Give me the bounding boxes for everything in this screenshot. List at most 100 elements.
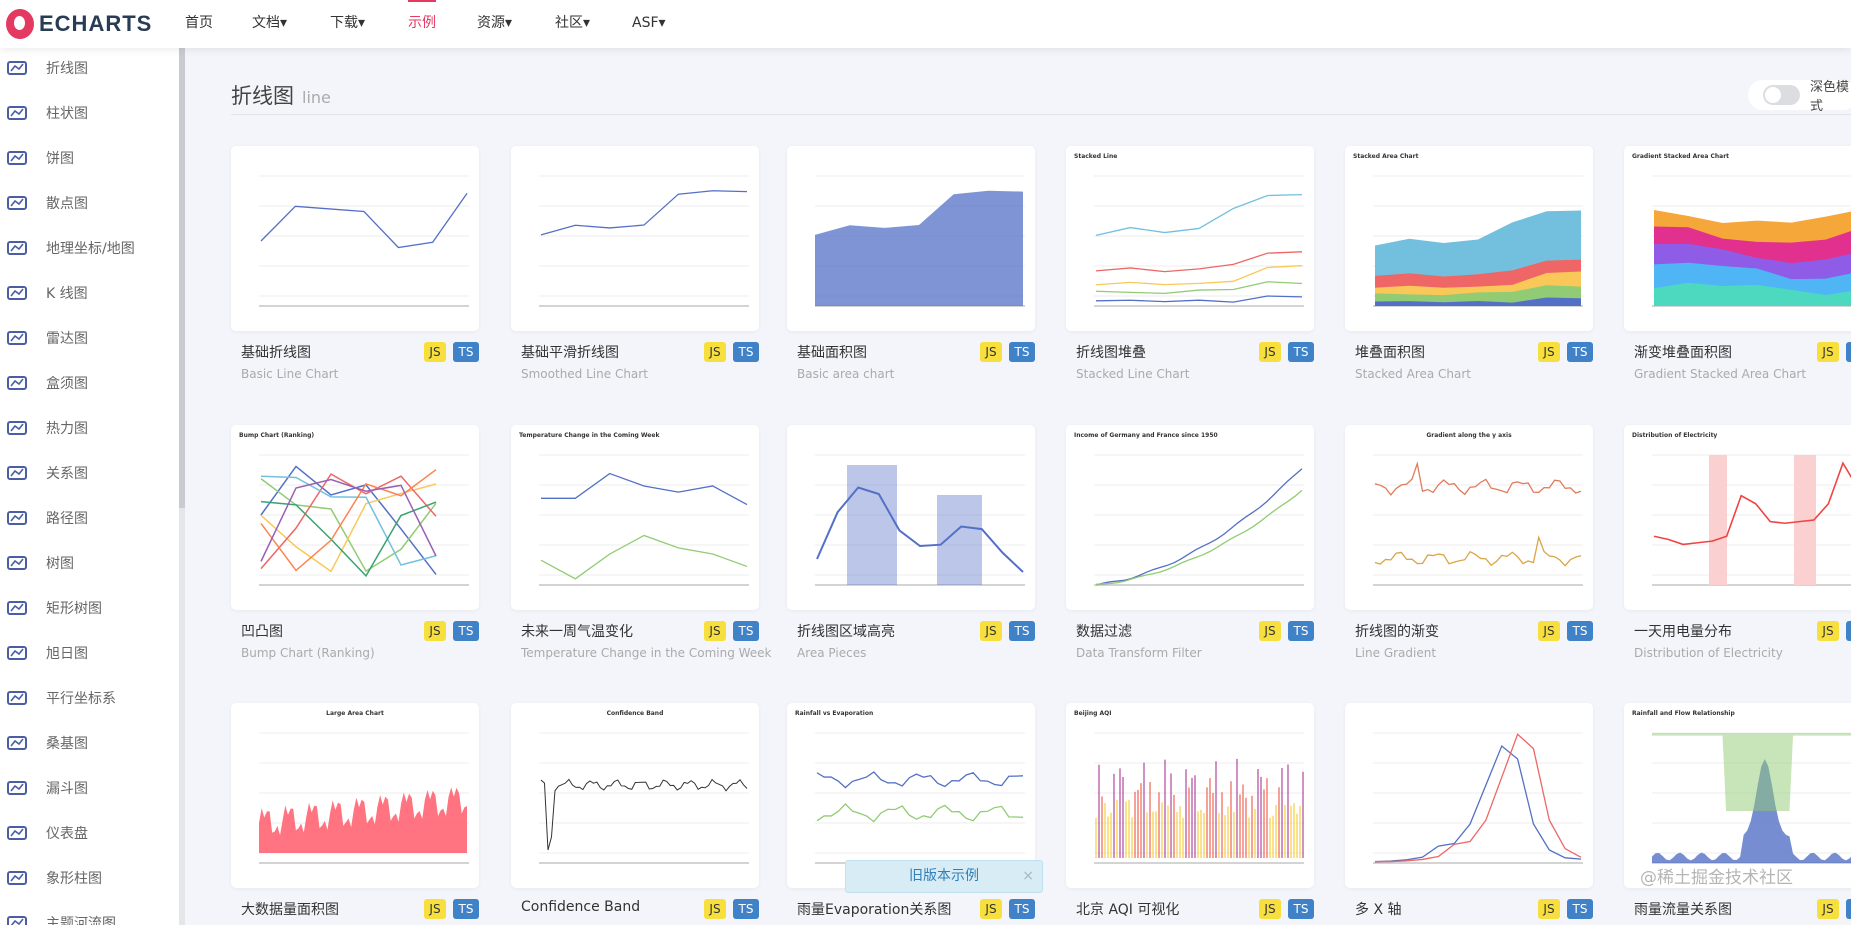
- js-badge[interactable]: JS: [1538, 621, 1560, 641]
- old-version-link[interactable]: 旧版本示例: [909, 868, 979, 884]
- js-badge[interactable]: JS: [1538, 899, 1560, 919]
- js-badge[interactable]: JS: [1817, 342, 1839, 362]
- example-card[interactable]: Distribution of Electricity 一天用电量分布 Distri…: [1624, 425, 1851, 660]
- example-card[interactable]: Stacked Line 折线图堆叠 Stacked Line Chart JS TS: [1066, 146, 1314, 381]
- example-title[interactable]: 雨量流量关系图: [1634, 902, 1732, 918]
- example-card[interactable]: Income of Germany and France since 1950 数…: [1066, 425, 1314, 660]
- ts-badge[interactable]: TS: [733, 342, 759, 362]
- old-version-toast[interactable]: 旧版本示例 ×: [845, 860, 1043, 893]
- nav-item[interactable]: 资源▾: [477, 15, 513, 31]
- example-card[interactable]: Bump Chart (Ranking) 凹凸图 Bump Chart (Ranki…: [231, 425, 479, 660]
- example-card[interactable]: Stacked Area Chart 堆叠面积图 Stacked Area Char…: [1345, 146, 1593, 381]
- example-thumbnail[interactable]: [787, 425, 1035, 610]
- sidebar-item[interactable]: 象形柱图: [6, 866, 102, 890]
- nav-item[interactable]: 示例: [408, 0, 436, 48]
- example-thumbnail[interactable]: Income of Germany and France since 1950: [1066, 425, 1314, 610]
- example-title[interactable]: 未来一周气温变化: [521, 624, 633, 640]
- example-title[interactable]: 数据过滤: [1076, 624, 1132, 640]
- example-title[interactable]: 折线图的渐变: [1355, 624, 1439, 640]
- sidebar-item[interactable]: 地理坐标/地图: [6, 236, 135, 260]
- toggle-switch[interactable]: [1763, 85, 1800, 105]
- sidebar-item[interactable]: 盒须图: [6, 371, 88, 395]
- sidebar-item[interactable]: 主题河流图: [6, 911, 116, 925]
- example-thumbnail[interactable]: Stacked Area Chart: [1345, 146, 1593, 331]
- ts-badge[interactable]: TS: [1288, 621, 1314, 641]
- js-badge[interactable]: JS: [1817, 621, 1839, 641]
- ts-badge[interactable]: TS: [1567, 342, 1593, 362]
- js-badge[interactable]: JS: [1259, 621, 1281, 641]
- example-card[interactable]: Confidence Band Confidence Band JS TS: [511, 703, 759, 919]
- example-thumbnail[interactable]: Distribution of Electricity: [1624, 425, 1851, 610]
- example-title[interactable]: Confidence Band: [521, 899, 641, 915]
- js-badge[interactable]: JS: [704, 342, 726, 362]
- example-title[interactable]: 大数据量面积图: [241, 902, 339, 918]
- ts-badge[interactable]: TS: [1846, 621, 1851, 641]
- example-card[interactable]: Large Area Chart 大数据量面积图 JS TS: [231, 703, 479, 919]
- example-card[interactable]: Beijing AQI 北京 AQI 可视化 JS TS: [1066, 703, 1314, 919]
- ts-badge[interactable]: TS: [733, 899, 759, 919]
- example-card[interactable]: 基础折线图 Basic Line Chart JS TS: [231, 146, 479, 381]
- example-thumbnail[interactable]: Beijing AQI: [1066, 703, 1314, 888]
- example-title[interactable]: 折线图堆叠: [1076, 345, 1146, 361]
- js-badge[interactable]: JS: [424, 621, 446, 641]
- sidebar-item[interactable]: 漏斗图: [6, 776, 88, 800]
- nav-item[interactable]: 首页: [185, 15, 213, 31]
- example-title[interactable]: 堆叠面积图: [1355, 345, 1425, 361]
- sidebar-item[interactable]: 路径图: [6, 506, 88, 530]
- sidebar-item[interactable]: 仪表盘: [6, 821, 88, 845]
- example-card[interactable]: 基础平滑折线图 Smoothed Line Chart JS TS: [511, 146, 759, 381]
- js-badge[interactable]: JS: [1538, 342, 1560, 362]
- ts-badge[interactable]: TS: [453, 621, 479, 641]
- example-title[interactable]: 凹凸图: [241, 624, 283, 640]
- ts-badge[interactable]: TS: [453, 342, 479, 362]
- example-thumbnail[interactable]: Gradient along the y axis: [1345, 425, 1593, 610]
- example-thumbnail[interactable]: Rainfall vs Evaporation: [787, 703, 1035, 888]
- example-card[interactable]: 折线图区域高亮 Area Pieces JS TS: [787, 425, 1035, 660]
- example-card[interactable]: Gradient Stacked Area Chart 渐变堆叠面积图 Gradie…: [1624, 146, 1851, 381]
- sidebar-item[interactable]: 雷达图: [6, 326, 88, 350]
- js-badge[interactable]: JS: [980, 621, 1002, 641]
- example-card[interactable]: 基础面积图 Basic area chart JS TS: [787, 146, 1035, 381]
- js-badge[interactable]: JS: [1817, 899, 1839, 919]
- ts-badge[interactable]: TS: [453, 899, 479, 919]
- sidebar-item[interactable]: 折线图: [6, 56, 88, 80]
- ts-badge[interactable]: TS: [1009, 899, 1035, 919]
- sidebar-item[interactable]: 柱状图: [6, 101, 88, 125]
- nav-item[interactable]: 文档▾: [252, 15, 288, 31]
- js-badge[interactable]: JS: [424, 899, 446, 919]
- ts-badge[interactable]: TS: [1567, 621, 1593, 641]
- example-card[interactable]: Temperature Change in the Coming Week 未来一…: [511, 425, 772, 660]
- example-title[interactable]: 渐变堆叠面积图: [1634, 345, 1732, 361]
- example-thumbnail[interactable]: Bump Chart (Ranking): [231, 425, 479, 610]
- ts-badge[interactable]: TS: [1288, 899, 1314, 919]
- js-badge[interactable]: JS: [1259, 342, 1281, 362]
- example-thumbnail[interactable]: [1345, 703, 1593, 888]
- example-thumbnail[interactable]: Gradient Stacked Area Chart: [1624, 146, 1851, 331]
- echarts-logo[interactable]: ECHARTS: [6, 9, 152, 39]
- example-title[interactable]: 折线图区域高亮: [797, 624, 895, 640]
- ts-badge[interactable]: TS: [733, 621, 759, 641]
- close-icon[interactable]: ×: [1022, 868, 1034, 884]
- ts-badge[interactable]: TS: [1846, 899, 1851, 919]
- js-badge[interactable]: JS: [704, 899, 726, 919]
- sidebar-item[interactable]: 平行坐标系: [6, 686, 116, 710]
- sidebar-item[interactable]: 关系图: [6, 461, 88, 485]
- example-thumbnail[interactable]: Rainfall and Flow Relationship: [1624, 703, 1851, 888]
- ts-badge[interactable]: TS: [1009, 342, 1035, 362]
- sidebar-item[interactable]: 桑基图: [6, 731, 88, 755]
- example-card[interactable]: Gradient along the y axis 折线图的渐变 Line Grad…: [1345, 425, 1593, 660]
- sidebar-item[interactable]: 散点图: [6, 191, 88, 215]
- js-badge[interactable]: JS: [704, 621, 726, 641]
- example-title[interactable]: 基础面积图: [797, 345, 867, 361]
- ts-badge[interactable]: TS: [1288, 342, 1314, 362]
- nav-item[interactable]: 下载▾: [330, 15, 366, 31]
- sidebar-item[interactable]: 矩形树图: [6, 596, 102, 620]
- sidebar-item[interactable]: 旭日图: [6, 641, 88, 665]
- example-thumbnail[interactable]: Temperature Change in the Coming Week: [511, 425, 759, 610]
- example-thumbnail[interactable]: Confidence Band: [511, 703, 759, 888]
- sidebar-item[interactable]: 饼图: [6, 146, 74, 170]
- sidebar-scrollbar[interactable]: [179, 48, 185, 508]
- ts-badge[interactable]: TS: [1567, 899, 1593, 919]
- example-card[interactable]: Rainfall and Flow Relationship 雨量流量关系图 JS T…: [1624, 703, 1851, 919]
- example-title[interactable]: 一天用电量分布: [1634, 624, 1732, 640]
